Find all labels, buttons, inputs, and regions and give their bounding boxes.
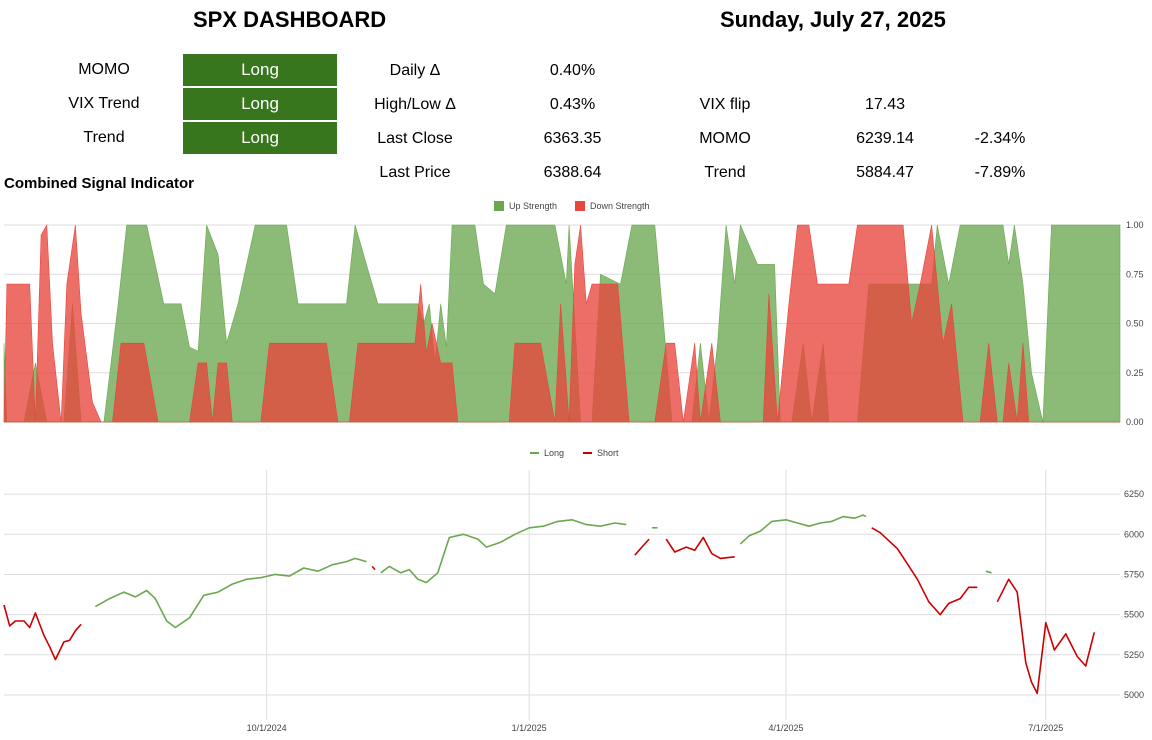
price-ytick-label: 5000 bbox=[1124, 690, 1144, 700]
trend-level-label: Trend bbox=[704, 164, 746, 181]
long-series-line bbox=[94, 557, 367, 629]
short-series-line bbox=[3, 604, 82, 661]
long-series-line bbox=[985, 570, 992, 574]
signal-ytick-label: 0.25 bbox=[1126, 368, 1144, 378]
short-series-line bbox=[634, 538, 650, 556]
price-ytick-label: 6000 bbox=[1124, 529, 1144, 539]
signal-label-momo: MOMO bbox=[78, 61, 130, 78]
signal-value-vix-trend: Long bbox=[241, 94, 279, 113]
price-ytick-label: 6250 bbox=[1124, 489, 1144, 499]
trend-level-pct: -7.89% bbox=[974, 164, 1026, 181]
momo-level-value: 6239.14 bbox=[856, 130, 914, 147]
legend-label-down: Down Strength bbox=[590, 201, 650, 211]
signal-value-momo: Long bbox=[241, 60, 279, 79]
highlow-delta-label: High/Low Δ bbox=[374, 96, 456, 113]
price-ytick-label: 5750 bbox=[1124, 569, 1144, 579]
momo-level-label: MOMO bbox=[699, 130, 751, 147]
price-xtick-label: 4/1/2025 bbox=[769, 723, 804, 733]
dashboard-title: SPX DASHBOARD bbox=[193, 7, 387, 32]
long-series-line bbox=[739, 514, 867, 545]
price-line-chart: Long Short 5000 5250 5500 5750 6000 6250 10/1/2… bbox=[3, 448, 1144, 733]
daily-delta-value: 0.40% bbox=[549, 62, 596, 79]
vix-flip-label: VIX flip bbox=[699, 96, 751, 113]
daily-delta-label: Daily Δ bbox=[389, 62, 441, 79]
last-close-value: 6363.35 bbox=[543, 130, 602, 147]
legend-swatch-down bbox=[575, 201, 585, 211]
legend-label-short: Short bbox=[597, 448, 619, 458]
last-price-label: Last Price bbox=[379, 164, 451, 181]
signal-ytick-label: 0.50 bbox=[1126, 319, 1144, 329]
price-xtick-label: 10/1/2024 bbox=[247, 723, 287, 733]
signal-label-trend: Trend bbox=[83, 129, 125, 146]
signal-value-trend: Long bbox=[241, 128, 279, 147]
dashboard-date: Sunday, July 27, 2025 bbox=[720, 7, 946, 32]
short-series-line bbox=[665, 536, 735, 560]
signal-chart-title: Combined Signal Indicator bbox=[4, 175, 195, 192]
last-price-value: 6388.64 bbox=[543, 164, 602, 181]
signal-area-chart: Up Strength Down Strength 1.00 0.75 0.50 0.2… bbox=[3, 201, 1144, 427]
last-close-label: Last Close bbox=[377, 130, 453, 147]
short-series-line bbox=[996, 578, 1096, 695]
signal-badge-trend: Long bbox=[183, 122, 337, 154]
signal-badge-vix-trend: Long bbox=[183, 88, 337, 120]
signal-label-vix-trend: VIX Trend bbox=[68, 95, 140, 112]
signal-ytick-label: 1.00 bbox=[1126, 220, 1144, 230]
momo-level-pct: -2.34% bbox=[974, 130, 1026, 147]
signal-ytick-label: 0.75 bbox=[1126, 269, 1144, 279]
price-xtick-label: 7/1/2025 bbox=[1028, 723, 1063, 733]
down-strength-area bbox=[3, 223, 1120, 423]
price-ytick-label: 5500 bbox=[1124, 610, 1144, 620]
signal-ytick-label: 0.00 bbox=[1126, 417, 1144, 427]
trend-level-value: 5884.47 bbox=[856, 164, 914, 181]
legend-label-long: Long bbox=[544, 448, 564, 458]
highlow-delta-value: 0.43% bbox=[549, 96, 596, 113]
signal-badge-momo: Long bbox=[183, 54, 337, 86]
price-ytick-label: 5250 bbox=[1124, 650, 1144, 660]
legend-label-up: Up Strength bbox=[509, 201, 557, 211]
short-series-line bbox=[371, 565, 376, 571]
vix-flip-value: 17.43 bbox=[864, 96, 906, 113]
short-series-line bbox=[871, 527, 978, 616]
legend-swatch-up bbox=[494, 201, 504, 211]
price-xtick-label: 1/1/2025 bbox=[512, 723, 547, 733]
long-series-line bbox=[380, 519, 627, 584]
